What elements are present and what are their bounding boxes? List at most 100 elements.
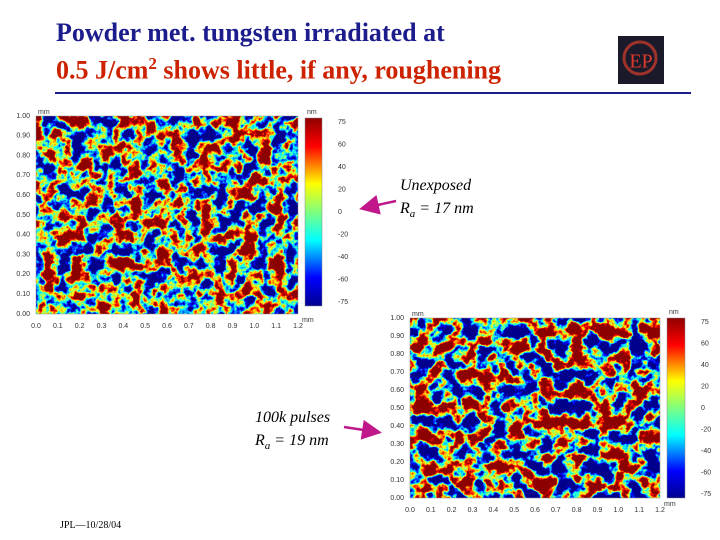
annotation-label: 100k pulses xyxy=(255,409,331,426)
x-tick-label: 0.3 xyxy=(468,507,478,514)
ra-sub: a xyxy=(409,208,416,221)
title-line: 0.5 J/cm2 shows little, if any, rougheni… xyxy=(56,54,501,86)
colorbar-unit: nm xyxy=(669,309,679,316)
x-tick-label: 0.9 xyxy=(228,323,238,330)
colorbar-tick-label: 0 xyxy=(338,209,342,216)
x-tick-label: 0.3 xyxy=(97,323,107,330)
colorbar-tick-label: -20 xyxy=(701,426,711,433)
y-tick-label: 0.10 xyxy=(390,477,404,484)
y-tick-label: 0.60 xyxy=(16,192,30,199)
colorbar-tick-label: 40 xyxy=(701,362,709,369)
annotation-label: Unexposed xyxy=(400,177,472,194)
logo-text: EP xyxy=(629,51,652,73)
annotation: 100k pulses Ra = 19 nm xyxy=(255,406,330,458)
colorbar xyxy=(304,117,323,307)
x-unit: mm xyxy=(664,501,676,508)
x-tick-label: 0.1 xyxy=(426,507,436,514)
ra-value: = 19 nm xyxy=(274,432,329,449)
y-unit: mm xyxy=(38,109,50,116)
x-tick-label: 0.1 xyxy=(53,323,63,330)
y-tick-label: 0.30 xyxy=(16,251,30,258)
map-frame xyxy=(35,115,299,315)
colorbar-tick-label: -75 xyxy=(338,299,348,306)
colorbar-tick-label: -20 xyxy=(338,231,348,238)
colorbar-tick-label: -60 xyxy=(701,469,711,476)
x-tick-label: 1.1 xyxy=(634,507,644,514)
superscript: 2 xyxy=(148,54,157,73)
y-tick-label: 0.00 xyxy=(16,311,30,318)
colorbar-tick-label: 0 xyxy=(701,405,705,412)
y-tick-label: 0.90 xyxy=(390,333,404,340)
y-tick-label: 0.00 xyxy=(390,495,404,502)
colorbar-tick-label: 75 xyxy=(338,119,346,126)
ra-value: = 17 nm xyxy=(419,200,474,217)
x-tick-label: 1.2 xyxy=(655,507,665,514)
colorbar-tick-label: -40 xyxy=(338,254,348,261)
ra-symbol: R xyxy=(255,432,265,449)
x-tick-label: 0.4 xyxy=(488,507,498,514)
y-tick-label: 0.80 xyxy=(16,152,30,159)
y-tick-label: 0.50 xyxy=(390,405,404,412)
y-tick-label: 0.40 xyxy=(16,232,30,239)
y-unit: mm xyxy=(412,311,424,318)
y-tick-label: 0.60 xyxy=(390,387,404,394)
y-tick-label: 0.70 xyxy=(390,369,404,376)
x-unit: mm xyxy=(302,317,314,324)
x-tick-label: 1.2 xyxy=(293,323,303,330)
annotation-ra: Ra = 19 nm xyxy=(255,429,330,458)
logo: EP xyxy=(618,36,664,84)
y-tick-label: 0.50 xyxy=(16,212,30,219)
title-text: shows little, if any, roughening xyxy=(163,55,502,85)
x-tick-label: 0.9 xyxy=(593,507,603,514)
ra-sub: a xyxy=(264,440,271,453)
colorbar-tick-label: -75 xyxy=(701,491,711,498)
ra-symbol: R xyxy=(400,200,410,217)
x-tick-label: 1.0 xyxy=(613,507,623,514)
colorbar-tick-label: 60 xyxy=(701,340,709,347)
x-tick-label: 0.4 xyxy=(118,323,128,330)
arrow xyxy=(343,419,382,440)
colorbar-unit: nm xyxy=(307,109,317,116)
y-tick-label: 1.00 xyxy=(16,113,30,120)
annotation-ra: Ra = 17 nm xyxy=(400,197,474,226)
x-tick-label: 0.7 xyxy=(184,323,194,330)
y-tick-label: 0.80 xyxy=(390,351,404,358)
x-tick-label: 0.8 xyxy=(206,323,216,330)
height-map xyxy=(36,116,298,314)
x-tick-label: 0.2 xyxy=(75,323,85,330)
x-tick-label: 1.0 xyxy=(249,323,259,330)
colorbar-tick-label: 60 xyxy=(338,141,346,148)
title-text: 0.5 J/cm xyxy=(56,55,149,85)
x-tick-label: 0.0 xyxy=(31,323,41,330)
footer: JPL—10/28/04 xyxy=(60,520,122,531)
x-tick-label: 0.8 xyxy=(572,507,582,514)
y-tick-label: 0.30 xyxy=(390,441,404,448)
x-tick-label: 0.6 xyxy=(530,507,540,514)
y-tick-label: 0.70 xyxy=(16,172,30,179)
x-tick-label: 0.5 xyxy=(140,323,150,330)
colorbar-tick-label: -40 xyxy=(701,448,711,455)
x-tick-label: 0.7 xyxy=(551,507,561,514)
annotation: Unexposed Ra = 17 nm xyxy=(400,174,474,226)
colorbar-tick-label: 20 xyxy=(338,186,346,193)
colorbar xyxy=(666,317,686,499)
title-line: Powder met. tungsten irradiated at xyxy=(56,18,445,47)
arrow xyxy=(359,195,397,215)
map-frame xyxy=(409,317,661,499)
x-tick-label: 0.2 xyxy=(447,507,457,514)
y-tick-label: 1.00 xyxy=(390,315,404,322)
y-tick-label: 0.40 xyxy=(390,423,404,430)
colorbar-tick-label: 20 xyxy=(701,383,709,390)
colorbar-tick-label: 75 xyxy=(701,319,709,326)
x-tick-label: 0.5 xyxy=(509,507,519,514)
y-tick-label: 0.10 xyxy=(16,291,30,298)
y-tick-label: 0.20 xyxy=(16,271,30,278)
x-tick-label: 0.0 xyxy=(405,507,415,514)
y-tick-label: 0.20 xyxy=(390,459,404,466)
title-rule xyxy=(55,92,691,94)
colorbar-tick-label: 40 xyxy=(338,164,346,171)
x-tick-label: 0.6 xyxy=(162,323,172,330)
x-tick-label: 1.1 xyxy=(271,323,281,330)
